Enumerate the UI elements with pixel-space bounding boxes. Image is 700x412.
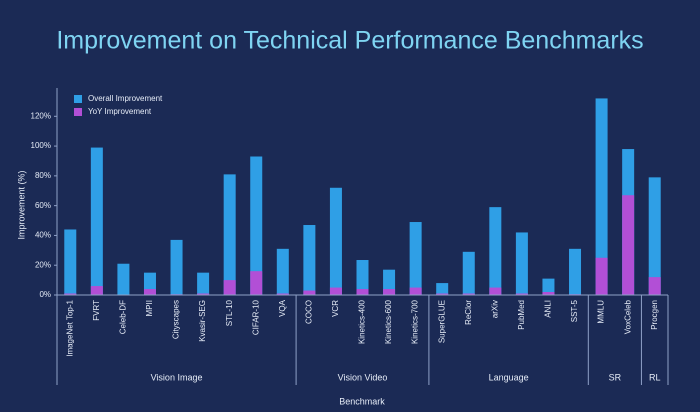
legend-swatch: [74, 108, 82, 116]
bar: [90, 286, 103, 295]
bar: [569, 248, 582, 295]
x-tick-label: Kinetics-400: [358, 299, 367, 344]
y-axis-label: Improvement (%): [16, 170, 26, 239]
bar: [250, 271, 263, 295]
bar: [90, 147, 103, 295]
bar: [462, 251, 475, 295]
group-label: Vision Video: [338, 372, 388, 382]
bar: [143, 289, 156, 295]
bar: [223, 174, 236, 295]
bar: [117, 263, 130, 295]
bar: [409, 222, 422, 295]
x-tick-label: MPII: [145, 300, 154, 316]
x-tick-label: ImageNet Top-1: [65, 299, 74, 356]
bar: [356, 289, 369, 295]
x-axis-label: Benchmark: [339, 396, 385, 406]
legend-label: Overall Improvement: [88, 94, 163, 103]
x-tick-label: ANLI: [544, 300, 553, 318]
bar: [276, 293, 289, 295]
x-tick-label: MMLU: [597, 300, 606, 324]
x-tick-label: Kvasir-SEG: [198, 300, 207, 342]
y-tick-label: 40%: [35, 231, 51, 240]
bar: [436, 283, 449, 295]
group-label: SR: [609, 372, 622, 382]
bar: [197, 272, 210, 295]
chart-title: Improvement on Technical Performance Ben…: [56, 27, 643, 55]
bar: [64, 293, 77, 295]
bar: [64, 229, 77, 295]
x-tick-label: Celeb-DF: [119, 300, 128, 334]
bar: [329, 287, 342, 295]
x-tick-label: Procgen: [650, 300, 659, 330]
bar: [303, 290, 316, 295]
x-tick-label: Cityscapes: [172, 300, 181, 339]
bar: [170, 239, 183, 295]
group-label: RL: [649, 372, 661, 382]
bar: [648, 177, 661, 295]
bar: [489, 207, 502, 295]
bar: [622, 195, 635, 295]
bar: [383, 289, 396, 295]
bar: [648, 277, 661, 295]
group-label: Vision Image: [151, 372, 203, 382]
x-tick-label: Kinetics-600: [384, 299, 393, 344]
x-tick-label: COCO: [304, 300, 313, 324]
y-tick-label: 80%: [35, 171, 51, 180]
bar: [595, 257, 608, 295]
y-tick-label: 0%: [39, 290, 51, 299]
y-tick-label: 100%: [31, 141, 51, 150]
y-tick-label: 60%: [35, 201, 51, 210]
x-tick-label: PubMed: [517, 300, 526, 330]
legend-swatch: [74, 95, 82, 103]
bar: [250, 156, 263, 295]
x-tick-label: STL-10: [225, 299, 234, 326]
y-tick-label: 120%: [31, 111, 51, 120]
y-tick-label: 20%: [35, 260, 51, 269]
bar: [409, 287, 422, 295]
bar: [515, 232, 528, 295]
x-tick-label: SuperGLUE: [437, 300, 446, 343]
bar: [383, 269, 396, 295]
bar: [489, 287, 502, 295]
group-label: Language: [489, 372, 529, 382]
x-tick-label: ReClor: [464, 300, 473, 325]
bar: [197, 293, 210, 295]
bar: [276, 248, 289, 295]
legend-label: YoY Improvement: [88, 107, 152, 116]
bar: [436, 293, 449, 295]
x-tick-label: FVRT: [92, 300, 101, 321]
bar: [462, 293, 475, 295]
x-tick-label: VQA: [278, 299, 287, 317]
x-tick-label: VoxCeleb: [623, 299, 632, 334]
x-tick-label: SST-5: [570, 299, 579, 322]
x-tick-label: Kinetics-700: [411, 299, 420, 344]
bar: [329, 187, 342, 295]
x-tick-label: VCR: [331, 300, 340, 317]
bar: [542, 292, 555, 295]
bar: [303, 225, 316, 295]
bar: [356, 260, 369, 295]
bar: [223, 280, 236, 295]
bar: [515, 293, 528, 295]
bar: [542, 278, 555, 295]
x-tick-label: CIFAR-10: [251, 299, 260, 335]
bar: [595, 98, 608, 295]
x-tick-label: arXiv: [490, 300, 499, 318]
